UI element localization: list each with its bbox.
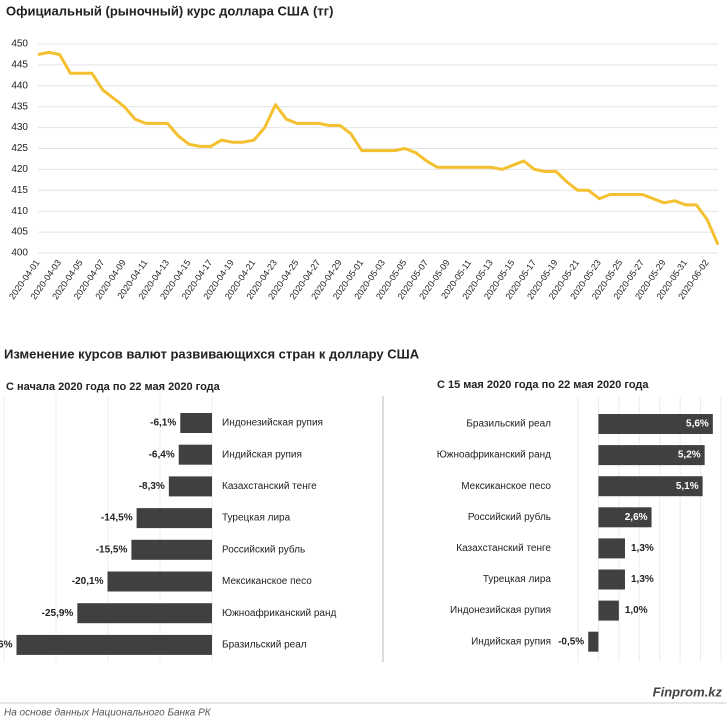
value-label: 5,6%	[686, 419, 709, 430]
category-label: Турецкая лира	[222, 513, 291, 524]
category-label: Турецкая лира	[483, 574, 552, 585]
value-label: -25,9%	[42, 608, 74, 619]
y-tick-label: 425	[11, 143, 28, 154]
value-label: -14,5%	[101, 513, 133, 524]
value-label: 1,3%	[631, 574, 654, 585]
category-label: Казахстанский тенге	[222, 481, 317, 492]
y-tick-label: 445	[11, 60, 28, 71]
value-label: 1,3%	[631, 543, 654, 554]
category-label: Индонезийская рупия	[222, 418, 323, 429]
bar	[598, 445, 705, 466]
category-label: Бразильский реал	[222, 640, 307, 651]
category-label: Индийская рупия	[222, 449, 302, 460]
category-label: Мексиканское песо	[222, 576, 312, 587]
bar	[588, 631, 599, 652]
bars-heading: Изменение курсов валют развивающихся стр…	[4, 346, 420, 361]
category-label: Индийская рупия	[471, 636, 551, 647]
brand: Finprom.kz	[653, 684, 723, 699]
bar	[136, 508, 212, 529]
y-tick-label: 430	[11, 122, 28, 133]
category-label: Мексиканское песо	[461, 481, 551, 492]
category-label: Южноафриканский ранд	[222, 607, 336, 619]
value-label: 2,6%	[625, 512, 648, 523]
value-label: -6,1%	[150, 418, 176, 429]
bar	[598, 538, 625, 559]
y-tick-label: 450	[11, 39, 28, 50]
bar	[598, 569, 625, 590]
value-label: 1,0%	[625, 605, 648, 616]
source: На основе данных Национального Банка РК	[4, 708, 212, 719]
category-label: Индонезийская рупия	[450, 605, 551, 616]
bar	[598, 414, 713, 434]
value-label: -0,5%	[558, 636, 584, 647]
bar	[16, 634, 213, 655]
bar	[168, 476, 212, 497]
y-tick-label: 415	[11, 185, 28, 196]
bar	[598, 507, 652, 528]
category-label: Казахстанский тенге	[456, 543, 551, 554]
y-tick-label: 405	[11, 227, 28, 238]
left-subtitle: С начала 2020 года по 22 мая 2020 года	[6, 381, 221, 393]
value-label: -6,4%	[149, 449, 175, 460]
y-tick-label: 440	[11, 80, 28, 91]
bar	[178, 444, 212, 465]
value-label: -37,6%	[0, 640, 13, 651]
category-label: Российский рубль	[222, 543, 305, 555]
bar	[598, 600, 619, 621]
value-label: -20,1%	[72, 576, 104, 587]
category-label: Бразильский реал	[466, 419, 551, 430]
value-label: -15,5%	[96, 544, 128, 555]
value-label: 5,1%	[676, 481, 699, 492]
category-label: Южноафриканский ранд	[437, 449, 551, 461]
y-tick-label: 410	[11, 206, 28, 217]
bar	[131, 539, 212, 560]
bar	[598, 476, 703, 497]
line-series	[37, 50, 720, 246]
line-chart-title: Официальный (рыночный) курс доллара США …	[6, 3, 333, 18]
category-label: Российский рубль	[468, 511, 551, 523]
bar	[180, 413, 212, 433]
y-tick-label: 400	[11, 248, 28, 259]
value-label: -8,3%	[139, 481, 165, 492]
bar	[77, 603, 212, 624]
bar	[107, 571, 212, 592]
right-subtitle: С 15 мая 2020 года по 22 мая 2020 года	[437, 379, 649, 391]
y-tick-label: 420	[11, 164, 28, 175]
value-label: 5,2%	[678, 450, 701, 461]
y-tick-label: 435	[11, 101, 28, 112]
